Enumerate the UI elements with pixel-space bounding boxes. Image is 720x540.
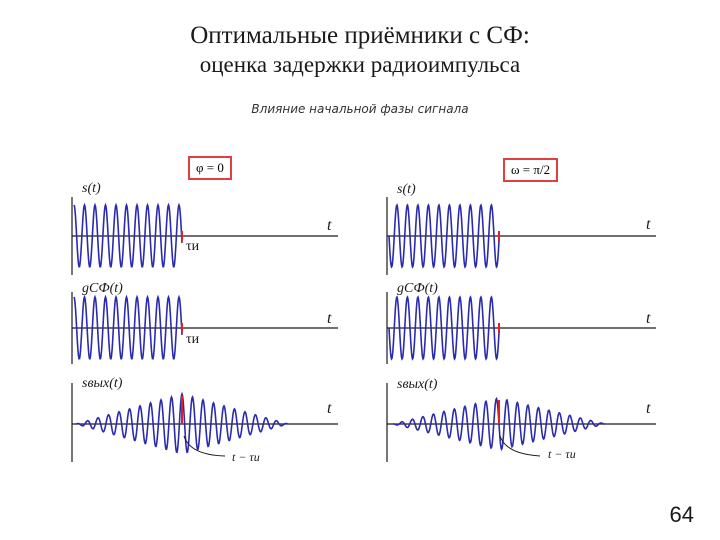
- page-title: Оптимальные приёмники с СФ:: [190, 22, 530, 49]
- right-row3: sвых(t) t t − τи: [386, 377, 656, 462]
- phase-label-right: ω = π/2: [503, 158, 559, 182]
- left-row1-xlabel: t: [327, 217, 332, 234]
- left-row1-wave: [73, 202, 183, 268]
- left-row2-xlabel: t: [327, 310, 332, 327]
- left-row2-ylabel: gСФ(t): [82, 281, 123, 296]
- left-row1-ylabel: s(t): [82, 181, 101, 196]
- left-row2-wave: [73, 294, 183, 360]
- right-row1-xlabel: t: [646, 216, 651, 233]
- left-column: s(t) t τи gСФ(t) t τи sвых(t) t t − τи: [71, 181, 338, 464]
- left-row3-xlabel: t: [327, 400, 332, 417]
- figure-caption: Влияние начальной фазы сигнала: [251, 102, 469, 116]
- right-annotation: t − τи: [548, 447, 576, 461]
- right-column: s(t) t gСФ(t) t sвых(t) t t − τи: [386, 182, 656, 462]
- right-annotation-leader: [499, 435, 541, 457]
- left-annotation: t − τи: [232, 450, 260, 464]
- left-row3-ylabel: sвых(t): [82, 376, 123, 391]
- left-row2-tau-label: τи: [186, 332, 200, 347]
- right-row1-ylabel: s(t): [397, 182, 416, 197]
- page-number: 64: [669, 502, 694, 527]
- page-subtitle-line2: оценка задержки радиоимпульса: [199, 52, 521, 77]
- left-row3: sвых(t) t t − τи: [71, 376, 338, 464]
- right-row2-ylabel: gСФ(t): [397, 281, 438, 296]
- left-row1-tau-label: τи: [186, 239, 200, 254]
- right-row3-ylabel: sвых(t): [397, 377, 438, 392]
- right-row2: gСФ(t) t: [386, 281, 656, 364]
- left-annotation-leader: [183, 435, 226, 457]
- left-row2: gСФ(t) t τи: [71, 281, 338, 364]
- phase-label-left: φ = 0: [188, 156, 232, 180]
- right-row1-wave: [388, 203, 500, 269]
- right-row2-wave: [388, 295, 500, 361]
- right-row3-xlabel: t: [646, 400, 651, 417]
- right-row2-xlabel: t: [646, 310, 651, 327]
- left-row3-wave: [75, 391, 289, 454]
- left-row1: s(t) t τи: [71, 181, 338, 275]
- right-row1: s(t) t: [386, 182, 656, 275]
